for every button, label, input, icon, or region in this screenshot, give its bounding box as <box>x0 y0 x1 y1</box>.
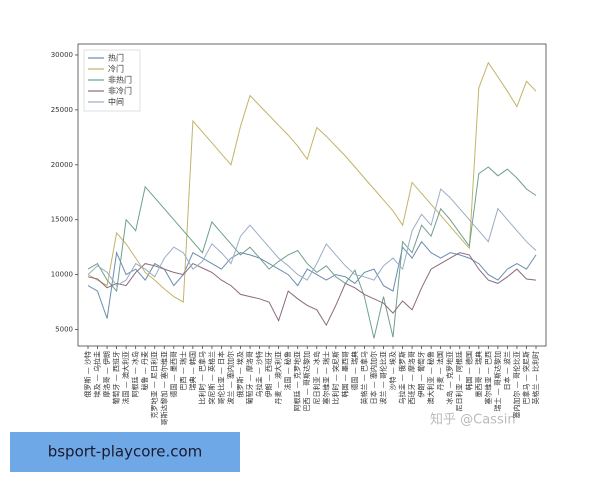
x-tick-label: 葡萄牙 — 摩洛哥 <box>245 351 254 404</box>
series-line <box>87 252 537 327</box>
x-tick-label: 秘鲁 — 丹麦 <box>140 351 149 390</box>
x-tick-label: 丹麦 — 澳大利亚 <box>274 351 283 404</box>
x-tick-label: 法国 — 澳大利亚 <box>121 351 130 404</box>
x-tick-label: 巴拿马 — 突尼斯 <box>521 351 530 404</box>
watermark: 知乎 @Cassin <box>430 412 516 428</box>
x-tick-label: 比利时 — 突尼斯 <box>331 351 340 404</box>
y-tick-label: 30000 <box>51 51 73 59</box>
legend-label: 冷门 <box>108 64 124 74</box>
x-tick-label: 德国 — 瑞典 <box>350 351 359 390</box>
x-tick-label: 墨西哥 — 瑞典 <box>474 351 483 397</box>
x-tick-label: 乌拉圭 — 俄罗斯 <box>398 351 407 404</box>
x-tick-label: 哥伦比亚 — 日本 <box>216 351 225 404</box>
x-tick-label: 尼日利亚 — 阿根廷 <box>455 351 464 411</box>
x-tick-label: 阿根廷 — 克罗地亚 <box>293 351 302 411</box>
x-tick-label: 瑞士 — 哥斯达黎加 <box>493 351 502 411</box>
legend-label: 中间 <box>108 97 124 107</box>
legend-label: 热门 <box>108 53 124 63</box>
x-tick-label: 阿根廷 — 冰岛 <box>131 351 140 397</box>
x-tick-label: 德国 — 墨西哥 <box>169 351 178 397</box>
x-tick-label: 埃及 — 乌拉圭 <box>93 351 102 397</box>
y-tick-label: 15000 <box>51 216 73 224</box>
series-line <box>87 61 537 303</box>
y-tick-label: 25000 <box>51 106 73 114</box>
x-tick-label: 波兰 — 塞内加尔 <box>226 351 235 404</box>
x-tick-label: 波兰 — 哥伦比亚 <box>378 351 387 404</box>
x-tick-label: 沙特 — 埃及 <box>388 351 397 390</box>
x-tick-label: 突尼斯 — 英格兰 <box>207 351 216 404</box>
x-tick-label: 哥斯达黎加 — 塞尔维亚 <box>159 351 168 425</box>
x-tick-label: 巴西 — 瑞士 <box>178 351 187 390</box>
x-tick-label: 摩洛哥 — 伊朗 <box>102 351 111 397</box>
x-tick-label: 日本 — 波兰 <box>502 351 511 390</box>
x-tick-label: 韩国 — 德国 <box>464 351 473 390</box>
x-tick-label: 俄罗斯 — 埃及 <box>236 351 245 397</box>
y-tick-label: 20000 <box>51 161 73 169</box>
x-tick-label: 英格兰 — 比利时 <box>531 351 540 404</box>
x-tick-label: 塞尔维亚 — 巴西 <box>483 351 492 404</box>
series-line <box>87 188 537 287</box>
x-tick-label: 俄罗斯 — 沙特 <box>83 351 92 397</box>
x-tick-label: 丹麦 — 法国 <box>436 351 445 390</box>
x-tick-label: 巴西 — 哥斯达黎加 <box>302 351 311 411</box>
banner-text[interactable]: bsport-playcore.com <box>48 443 203 461</box>
x-tick-label: 塞尔维亚 — 瑞士 <box>321 351 330 404</box>
series-line <box>87 166 537 339</box>
y-tick-label: 5000 <box>55 326 73 334</box>
legend-label: 非冷门 <box>108 86 132 96</box>
x-tick-label: 澳大利亚 — 秘鲁 <box>426 351 435 404</box>
x-tick-label: 瑞典 — 韩国 <box>188 351 197 390</box>
y-tick-label: 10000 <box>51 271 73 279</box>
legend-label: 非热门 <box>108 75 132 85</box>
plot-frame <box>77 43 547 347</box>
x-tick-label: 冰岛 — 克罗地亚 <box>445 351 454 404</box>
x-tick-label: 比利时 — 巴拿马 <box>197 351 206 404</box>
banner-bg <box>10 432 240 472</box>
x-tick-label: 英格兰 — 巴拿马 <box>359 351 368 404</box>
x-tick-label: 伊朗 — 葡萄牙 <box>417 351 426 397</box>
x-tick-label: 西班牙 — 摩洛哥 <box>407 351 416 404</box>
x-tick-label: 葡萄牙 — 西班牙 <box>112 351 121 404</box>
x-tick-label: 法国 — 秘鲁 <box>283 351 292 390</box>
x-tick-label: 尼日利亚 — 冰岛 <box>312 351 321 404</box>
x-tick-label: 塞内加尔 — 哥伦比亚 <box>512 351 521 418</box>
x-tick-label: 克罗地亚 — 尼日利亚 <box>150 351 159 418</box>
x-tick-label: 伊朗 — 西班牙 <box>264 351 273 397</box>
x-tick-label: 乌拉圭 — 沙特 <box>255 351 264 397</box>
x-tick-label: 日本 — 塞内加尔 <box>369 351 378 404</box>
x-tick-label: 韩国 — 墨西哥 <box>340 351 349 397</box>
